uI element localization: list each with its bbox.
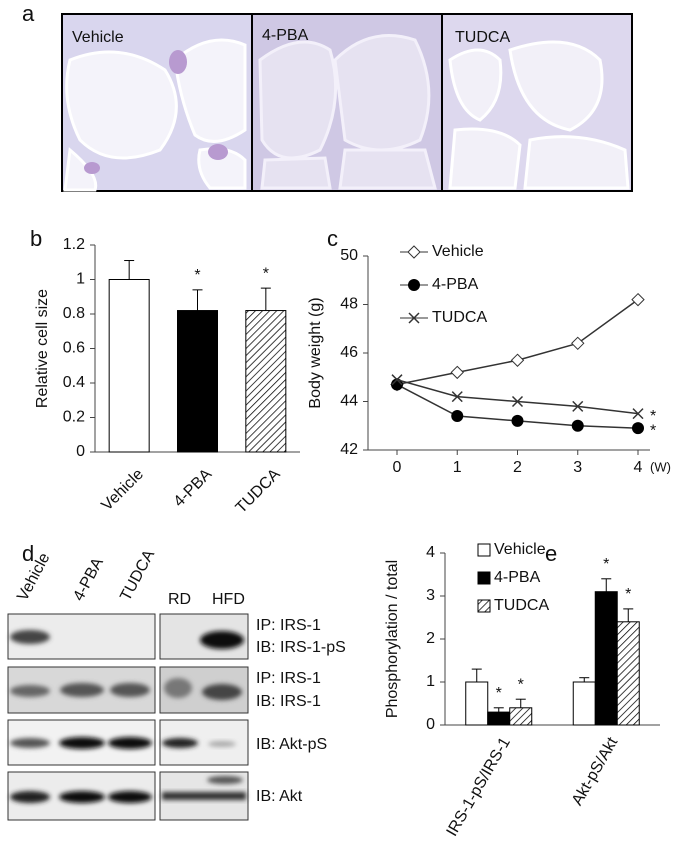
x-tick-label: Akt-pS/Akt [569,734,622,808]
legend-marker [408,312,420,324]
lane-label: RD [168,591,191,608]
legend-swatch [477,571,491,585]
point [511,414,524,427]
lane-label: Vehicle [14,550,53,604]
legend-label: 4-PBA [494,569,541,586]
point [631,292,645,307]
blot-label: IB: Akt-pS [256,736,327,753]
point [451,410,464,423]
point [632,408,644,420]
y-tick-label: 50 [340,247,358,264]
y-axis-label: Relative cell size [34,289,51,408]
bar [245,310,287,453]
y-tick-label: 1 [426,673,435,690]
significance: * [650,408,656,425]
significance: * [518,676,524,693]
point [511,395,524,408]
legend-swatch [477,599,491,613]
point [571,336,585,351]
y-tick-label: 0.2 [63,409,85,426]
bar [465,681,489,726]
micrographs [61,13,633,192]
legend-marker [407,245,421,259]
legend-label: TUDCA [494,597,549,614]
point [451,391,463,403]
x-tick-label: TUDCA [233,466,284,517]
bar [487,711,511,726]
y-tick-label: 3 [426,587,435,604]
significance: * [603,556,609,573]
point [632,422,644,435]
point [391,378,403,391]
blot-label: IP: IRS-1 [256,617,321,634]
point [572,400,584,412]
bar [177,310,218,453]
x-tick-label: 2 [513,459,522,476]
legend-label: 4-PBA [432,276,479,293]
y-axis-label: Phosphorylation / total [384,560,401,718]
image-label: TUDCA [455,29,510,46]
y-tick-label: 2 [426,630,435,647]
panel-letter: b [30,226,42,251]
x-tick-label: IRS-1-pS/IRS-1 [444,735,514,840]
legend-label: TUDCA [432,309,487,326]
point [571,419,584,432]
bar [594,591,618,726]
y-tick-label: 42 [340,441,358,458]
image-label: 4-PBA [262,27,309,44]
y-axis-label: Body weight (g) [307,297,324,408]
panel-letter: a [22,1,35,26]
legend-swatch [477,543,491,557]
y-tick-label: 0.4 [63,374,85,391]
significance: * [625,586,631,603]
x-tick-label: Vehicle [98,466,147,515]
legend-marker [408,279,420,291]
blot-label: IB: IRS-1-pS [256,639,346,656]
y-tick-label: 4 [426,544,435,561]
bar [572,681,596,726]
significance: * [194,267,200,284]
y-tick-label: 46 [340,344,358,361]
bar [616,621,640,726]
y-tick-label: 1 [76,271,85,288]
y-tick-label: 0 [76,443,85,460]
y-tick-label: 44 [340,393,358,410]
x-tick-label: 4-PBA [171,466,216,511]
series-line [396,378,639,415]
legend-label: Vehicle [432,243,484,260]
y-tick-label: 0.6 [63,340,85,357]
image-label: Vehicle [72,29,124,46]
x-tick-label: 3 [573,459,582,476]
legend-label: Vehicle [494,541,546,558]
y-tick-label: 0.8 [63,305,85,322]
x-tick-label: 0 [393,459,402,476]
lane-label: TUDCA [117,547,158,604]
significance: * [263,265,269,282]
x-tick-label: 1 [453,459,462,476]
panel-letter: e [545,541,557,566]
bar [509,707,533,726]
blot-label: IB: Akt [256,788,303,805]
point [391,374,403,386]
blot-label: IB: IRS-1 [256,693,321,710]
lane-label: 4-PBA [70,555,107,604]
point [510,353,525,367]
x-unit: (W) [650,459,671,474]
y-tick-label: 48 [340,296,358,313]
y-tick-label: 1.2 [63,236,85,253]
blots [7,613,249,821]
bar [108,279,150,453]
x-tick-label: 4 [634,459,643,476]
point [450,365,464,380]
y-tick-label: 0 [426,716,435,733]
significance: * [650,422,656,439]
blot-label: IP: IRS-1 [256,670,321,687]
significance: * [496,685,502,702]
lane-label: HFD [212,591,245,608]
panel-letter: c [327,226,338,251]
panel-letter: d [22,541,34,566]
